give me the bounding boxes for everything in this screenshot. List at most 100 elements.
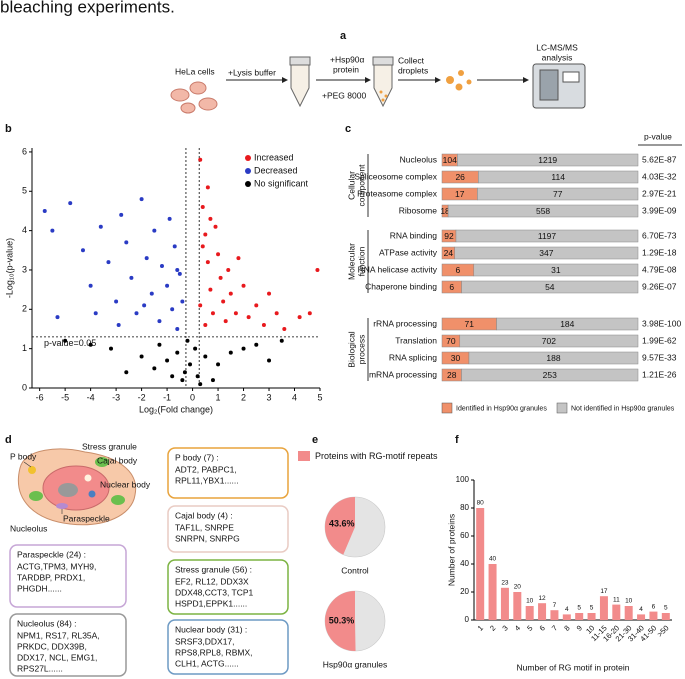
point [208, 287, 213, 292]
category-label: Ribosome [399, 205, 438, 215]
bar [538, 603, 547, 620]
point [93, 311, 98, 316]
y-tick-label: 80 [460, 503, 469, 512]
point [144, 256, 149, 261]
instrument-screen [562, 71, 580, 83]
p-value: 3.98E-100 [642, 318, 681, 328]
step-label: Collect [398, 55, 425, 65]
segment-label: 6 [456, 265, 461, 275]
box-line: DDX48,CCT3, TCP1 [175, 587, 254, 597]
box-line: PRKDC, DDX39B, [17, 641, 87, 651]
point [216, 252, 221, 257]
step-label: LC-MS/MS [536, 42, 578, 52]
segment-label: 77 [553, 189, 563, 199]
bar [649, 611, 658, 620]
tube-cap [289, 56, 311, 66]
y-axis-label: Number of proteins [446, 514, 456, 586]
cell [198, 97, 218, 111]
y-tick-label: 4 [22, 225, 27, 235]
x-tick-label: -2 [138, 392, 146, 402]
box-title: Cajal body (4) : [175, 510, 233, 520]
arrow-head [282, 77, 288, 83]
category-label: RNA binding [390, 230, 438, 240]
panel-label: d [5, 434, 12, 446]
legend-label: Not identified in Hsp90α granules [571, 405, 675, 412]
point [208, 216, 213, 221]
category-label: ATPase activity [379, 247, 438, 257]
value-label: 7 [553, 602, 557, 609]
value-label: 23 [501, 580, 509, 587]
point [200, 205, 205, 210]
bar-segment [459, 334, 639, 348]
panel-label: c [345, 123, 351, 135]
value-label: 17 [600, 588, 608, 595]
pie-label: Hsp90α granules [323, 659, 387, 669]
point [297, 315, 302, 320]
x-tick-label: 5 [525, 623, 534, 632]
stress-granule [29, 491, 43, 501]
point [63, 338, 68, 343]
point [152, 228, 157, 233]
cell [170, 88, 190, 102]
pie-label: Control [341, 565, 369, 575]
segment-label: 702 [542, 336, 556, 346]
point [307, 311, 312, 316]
bar [575, 613, 584, 620]
point [42, 208, 47, 213]
cell-label: Nuclear body [100, 479, 151, 489]
point [267, 358, 272, 363]
value-label: 12 [538, 595, 546, 602]
cell [180, 102, 196, 114]
point [279, 338, 284, 343]
bar [612, 604, 621, 620]
tube [290, 64, 310, 108]
value-label: 6 [652, 603, 656, 610]
box-line: SRSF3,DDX17, [175, 636, 235, 646]
point [198, 157, 203, 162]
bar-segment [496, 317, 639, 331]
x-tick-label: -1 [163, 392, 171, 402]
cajal-body [84, 474, 92, 482]
point [267, 291, 272, 296]
segment-label: 31 [551, 265, 561, 275]
value-label: 4 [639, 606, 643, 613]
segment-label: 347 [539, 248, 553, 258]
point [203, 323, 208, 328]
nucleolus [58, 483, 78, 497]
segment-label: 253 [543, 370, 557, 380]
box-line: NPM1, RS17, RL35A, [17, 630, 100, 640]
point [157, 342, 162, 347]
pointer [23, 461, 32, 468]
point [233, 311, 238, 316]
segment-label: 70 [446, 336, 456, 346]
bar-segment [473, 263, 639, 277]
legend-label: Identified in Hsp90α granules [456, 405, 547, 412]
point [261, 323, 266, 328]
y-tick-label: 0 [465, 615, 470, 624]
bar-segment [468, 351, 639, 365]
point [282, 326, 287, 331]
x-tick-label: 1 [216, 392, 221, 402]
segment-label: 188 [546, 353, 560, 363]
cell-label: Nucleolus [10, 523, 47, 533]
panel-label: e [312, 434, 318, 446]
box-line: DDX17, NCL, EMG1, [17, 652, 97, 662]
point [106, 260, 111, 265]
group-label: Biological [346, 331, 356, 367]
segment-label: 71 [465, 319, 475, 329]
box-line: TAF1L, SNRPE [175, 522, 234, 532]
point [175, 350, 180, 355]
x-tick-label: 2 [488, 623, 497, 632]
segment-label: 18 [440, 206, 450, 216]
x-axis-label: Log₂(Fold change) [139, 404, 213, 414]
x-tick-label: -5 [61, 392, 69, 402]
point [205, 185, 210, 190]
droplet [455, 83, 463, 91]
droplet [458, 70, 464, 76]
tube [373, 64, 393, 108]
category-label: rRNA processing [373, 318, 437, 328]
box-line: RPS27L...... [17, 663, 63, 673]
legend-label: No significant [254, 178, 309, 188]
group-label: process [356, 335, 366, 365]
droplet [381, 98, 385, 102]
